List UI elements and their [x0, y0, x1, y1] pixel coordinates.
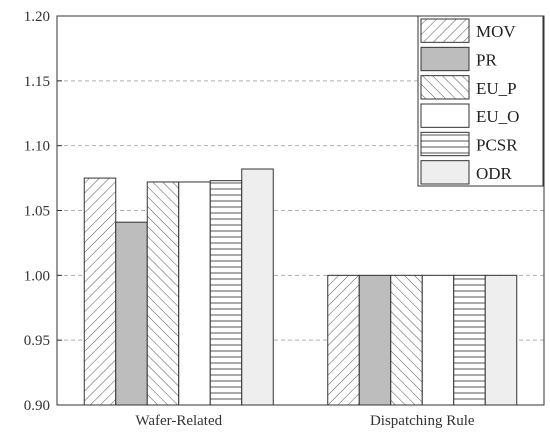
- bar-odr-dispatching-rule: [484, 274, 518, 406]
- x-category-label: Dispatching Rule: [370, 413, 475, 429]
- bars: [83, 168, 518, 406]
- legend-swatch: [420, 75, 470, 100]
- legend-label: EU_O: [476, 107, 519, 126]
- bar-pr-dispatching-rule: [358, 274, 392, 406]
- legend-swatch: [420, 18, 470, 43]
- legend-swatch: [420, 46, 470, 72]
- legend-label: EU_P: [476, 79, 517, 98]
- bar-pcsr-wafer-related: [209, 180, 243, 406]
- legend-label: MOV: [476, 22, 516, 41]
- axes: 0.90 0.95 1.00 1.05 1.10 1.15 1.20 Wafer-Relate…: [24, 9, 545, 429]
- bar-pcsr-dispatching-rule: [453, 274, 486, 406]
- bar-mov-wafer-related: [83, 177, 117, 406]
- y-tick-label: 1.00: [24, 268, 50, 284]
- bar-odr-wafer-related: [241, 168, 274, 406]
- bar-eu-p-dispatching-rule: [390, 274, 423, 406]
- legend-swatch: [420, 131, 470, 157]
- legend-label: PCSR: [476, 136, 518, 155]
- bar-pr-wafer-related: [115, 221, 148, 406]
- bar-eu-o-dispatching-rule: [421, 274, 455, 406]
- bar-eu-p-wafer-related: [146, 181, 180, 406]
- legend-swatch: [420, 103, 470, 128]
- legend-box: [417, 15, 544, 187]
- bar-mov-dispatching-rule: [327, 274, 360, 406]
- y-tick-label: 1.05: [24, 204, 50, 220]
- x-category-label: Wafer-Related: [135, 413, 222, 429]
- legend-label: PR: [476, 51, 497, 70]
- plot-frame: [56, 15, 545, 406]
- bar-eu-o-wafer-related: [178, 181, 211, 406]
- y-tick-label: 0.95: [24, 333, 50, 349]
- legend-swatch: [420, 160, 470, 185]
- y-tick-label: 1.15: [24, 74, 50, 90]
- legend-label: ODR: [476, 164, 513, 183]
- y-tick-label: 1.10: [24, 139, 50, 155]
- y-tick-label: 0.90: [24, 398, 50, 414]
- legend: MOV PR EU_P EU_O PCSR ODR: [417, 15, 544, 187]
- y-tick-label: 1.20: [24, 9, 50, 25]
